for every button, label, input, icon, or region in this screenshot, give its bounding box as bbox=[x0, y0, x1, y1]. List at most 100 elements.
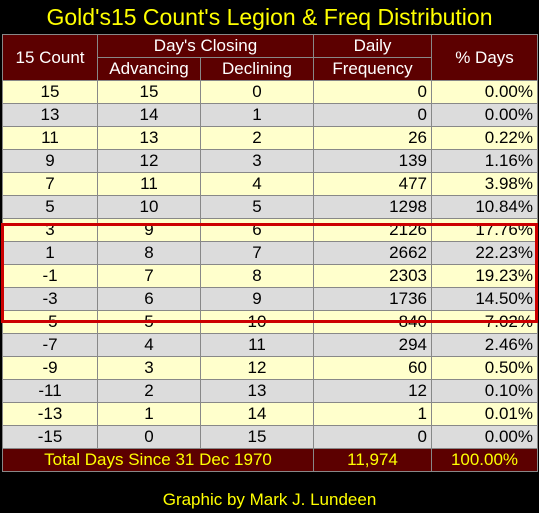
table-row: 15 15 0 0 0.00% bbox=[2, 80, 538, 104]
table-row: -11 2 13 12 0.10% bbox=[2, 379, 538, 403]
cell-15-count: 15 bbox=[2, 80, 98, 104]
cell-pct-days: 0.50% bbox=[431, 356, 538, 380]
cell-frequency: 2303 bbox=[313, 264, 432, 288]
cell-pct-days: 17.76% bbox=[431, 218, 538, 242]
cell-15-count: 7 bbox=[2, 172, 98, 196]
cell-pct-days: 0.00% bbox=[431, 425, 538, 449]
total-label: Total Days Since 31 Dec 1970 bbox=[2, 448, 314, 472]
cell-advancing: 12 bbox=[97, 149, 201, 173]
cell-declining: 3 bbox=[200, 149, 314, 173]
table-row: -15 0 15 0 0.00% bbox=[2, 425, 538, 449]
header-declining: Declining bbox=[200, 57, 314, 81]
cell-15-count: 9 bbox=[2, 149, 98, 173]
cell-frequency: 60 bbox=[313, 356, 432, 380]
distribution-table: 15 Count Day's Closing Daily % Days Adva… bbox=[2, 34, 538, 472]
cell-15-count: -15 bbox=[2, 425, 98, 449]
cell-advancing: 13 bbox=[97, 126, 201, 150]
cell-advancing: 1 bbox=[97, 402, 201, 426]
cell-declining: 8 bbox=[200, 264, 314, 288]
header-row-top: 15 Count Day's Closing Daily % Days bbox=[2, 34, 538, 81]
cell-declining: 10 bbox=[200, 310, 314, 334]
cell-15-count: -11 bbox=[2, 379, 98, 403]
cell-advancing: 2 bbox=[97, 379, 201, 403]
cell-pct-days: 0.00% bbox=[431, 80, 538, 104]
table-row: 9 12 3 139 1.16% bbox=[2, 149, 538, 173]
cell-declining: 4 bbox=[200, 172, 314, 196]
cell-declining: 12 bbox=[200, 356, 314, 380]
cell-frequency: 139 bbox=[313, 149, 432, 173]
cell-advancing: 6 bbox=[97, 287, 201, 311]
cell-frequency: 0 bbox=[313, 103, 432, 127]
cell-frequency: 0 bbox=[313, 80, 432, 104]
cell-declining: 6 bbox=[200, 218, 314, 242]
footer-credit: Graphic by Mark J. Lundeen bbox=[162, 490, 377, 509]
cell-pct-days: 0.00% bbox=[431, 103, 538, 127]
cell-advancing: 5 bbox=[97, 310, 201, 334]
cell-frequency: 477 bbox=[313, 172, 432, 196]
cell-15-count: -7 bbox=[2, 333, 98, 357]
cell-advancing: 4 bbox=[97, 333, 201, 357]
table-row: 1 8 7 2662 22.23% bbox=[2, 241, 538, 265]
cell-pct-days: 10.84% bbox=[431, 195, 538, 219]
cell-15-count: -5 bbox=[2, 310, 98, 334]
cell-15-count: 11 bbox=[2, 126, 98, 150]
cell-frequency: 2126 bbox=[313, 218, 432, 242]
cell-15-count: -3 bbox=[2, 287, 98, 311]
cell-15-count: -13 bbox=[2, 402, 98, 426]
cell-pct-days: 1.16% bbox=[431, 149, 538, 173]
cell-advancing: 14 bbox=[97, 103, 201, 127]
cell-pct-days: 2.46% bbox=[431, 333, 538, 357]
cell-15-count: -1 bbox=[2, 264, 98, 288]
header-15-count: 15 Count bbox=[2, 34, 98, 81]
table-row: 5 10 5 1298 10.84% bbox=[2, 195, 538, 219]
cell-frequency: 26 bbox=[313, 126, 432, 150]
cell-advancing: 8 bbox=[97, 241, 201, 265]
cell-declining: 14 bbox=[200, 402, 314, 426]
cell-advancing: 7 bbox=[97, 264, 201, 288]
header-advancing: Advancing bbox=[97, 57, 201, 81]
header-pct-days: % Days bbox=[431, 34, 538, 81]
table-row: 13 14 1 0 0.00% bbox=[2, 103, 538, 127]
cell-advancing: 9 bbox=[97, 218, 201, 242]
total-frequency: 11,974 bbox=[313, 448, 432, 472]
cell-pct-days: 0.10% bbox=[431, 379, 538, 403]
cell-frequency: 1298 bbox=[313, 195, 432, 219]
cell-declining: 13 bbox=[200, 379, 314, 403]
table-row: -3 6 9 1736 14.50% bbox=[2, 287, 538, 311]
total-row: Total Days Since 31 Dec 1970 11,974 100.… bbox=[2, 448, 538, 472]
cell-frequency: 294 bbox=[313, 333, 432, 357]
cell-declining: 2 bbox=[200, 126, 314, 150]
cell-15-count: -9 bbox=[2, 356, 98, 380]
cell-advancing: 3 bbox=[97, 356, 201, 380]
table-row: -7 4 11 294 2.46% bbox=[2, 333, 538, 357]
cell-frequency: 840 bbox=[313, 310, 432, 334]
cell-declining: 7 bbox=[200, 241, 314, 265]
cell-frequency: 0 bbox=[313, 425, 432, 449]
table-row: -9 3 12 60 0.50% bbox=[2, 356, 538, 380]
cell-15-count: 3 bbox=[2, 218, 98, 242]
cell-advancing: 10 bbox=[97, 195, 201, 219]
cell-declining: 0 bbox=[200, 80, 314, 104]
cell-pct-days: 0.22% bbox=[431, 126, 538, 150]
cell-advancing: 11 bbox=[97, 172, 201, 196]
cell-declining: 9 bbox=[200, 287, 314, 311]
cell-15-count: 13 bbox=[2, 103, 98, 127]
table-row: 3 9 6 2126 17.76% bbox=[2, 218, 538, 242]
table-row: 11 13 2 26 0.22% bbox=[2, 126, 538, 150]
header-row-bottom: Advancing Declining Frequency bbox=[3, 57, 538, 81]
cell-15-count: 5 bbox=[2, 195, 98, 219]
cell-declining: 11 bbox=[200, 333, 314, 357]
cell-15-count: 1 bbox=[2, 241, 98, 265]
cell-frequency: 1 bbox=[313, 402, 432, 426]
cell-declining: 1 bbox=[200, 103, 314, 127]
cell-declining: 15 bbox=[200, 425, 314, 449]
cell-declining: 5 bbox=[200, 195, 314, 219]
cell-pct-days: 22.23% bbox=[431, 241, 538, 265]
cell-frequency: 12 bbox=[313, 379, 432, 403]
cell-advancing: 15 bbox=[97, 80, 201, 104]
cell-pct-days: 0.01% bbox=[431, 402, 538, 426]
header-days-closing: Day's Closing bbox=[97, 34, 314, 58]
cell-pct-days: 19.23% bbox=[431, 264, 538, 288]
cell-pct-days: 3.98% bbox=[431, 172, 538, 196]
